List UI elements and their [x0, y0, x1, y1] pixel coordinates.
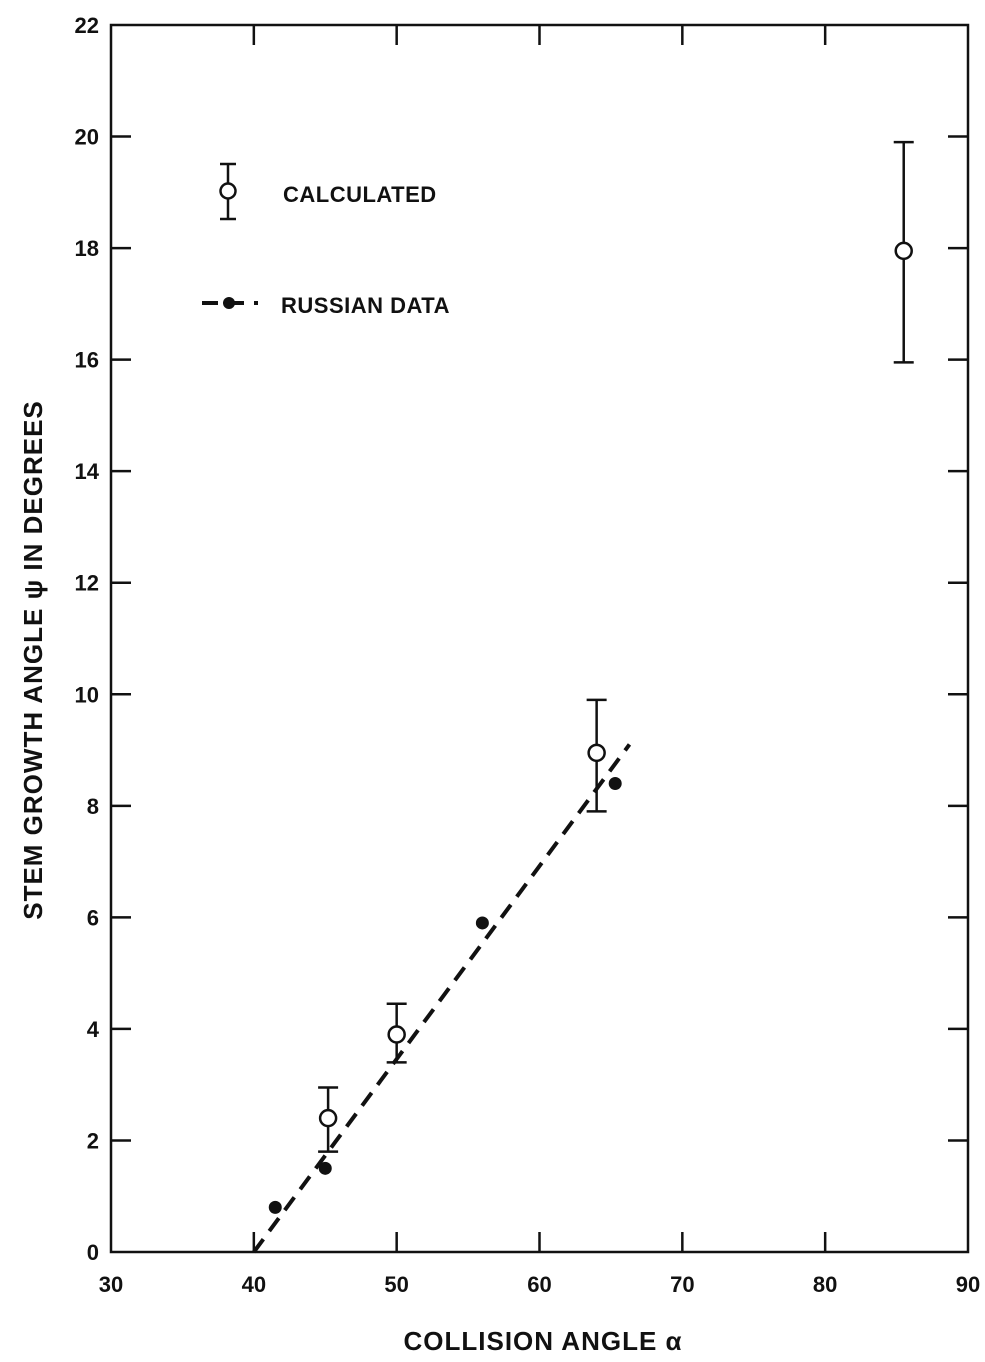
legend-russian-label: RUSSIAN DATA	[281, 293, 450, 318]
russian-data-point	[608, 777, 622, 791]
y-tick-label: 14	[75, 459, 100, 484]
x-tick-labels: 30 40 50 60 70 80 90	[99, 1272, 980, 1297]
x-tick-label: 70	[670, 1272, 694, 1297]
legend-filled-dot	[223, 297, 235, 309]
russian-data-point	[268, 1200, 282, 1214]
x-tick-label: 90	[956, 1272, 980, 1297]
y-axis-title: STEM GROWTH ANGLE ψ IN DEGREES	[18, 400, 48, 920]
y-tick-label: 18	[75, 236, 99, 261]
legend-calculated-label: CALCULATED	[283, 182, 437, 207]
x-tick-label: 60	[527, 1272, 551, 1297]
y-tick-label: 4	[87, 1017, 100, 1042]
x-axis-title: COLLISION ANGLE α	[403, 1326, 682, 1356]
x-tick-label: 40	[242, 1272, 266, 1297]
calculated-data-point	[318, 1108, 338, 1128]
y-tick-label: 20	[75, 125, 99, 150]
russian-data-point	[318, 1161, 332, 1175]
calculated-data-point	[387, 1025, 406, 1044]
plot-border	[109, 23, 970, 1254]
russian-data-point	[475, 916, 489, 930]
legend-calculated-marker	[219, 162, 237, 221]
calculated-data-point	[587, 743, 606, 763]
y-tick-label: 0	[87, 1240, 99, 1265]
x-tick-label: 30	[99, 1272, 123, 1297]
y-tick-label: 16	[75, 348, 99, 373]
y-tick-label: 2	[87, 1128, 99, 1153]
y-tick-label: 22	[75, 13, 99, 38]
y-tick-label: 8	[87, 794, 99, 819]
legend: CALCULATED RUSSIAN DATA	[202, 162, 450, 318]
x-tick-label: 80	[813, 1272, 837, 1297]
calculated-series	[318, 140, 914, 1153]
calculated-data-point	[894, 241, 913, 261]
axis-ticks	[111, 25, 968, 1252]
y-tick-labels: 0 2 4 6 8 10 12 14 16 18 20 22	[75, 13, 100, 1265]
plot-frame	[109, 23, 970, 1254]
y-tick-label: 6	[87, 905, 99, 930]
legend-russian-marker	[202, 297, 258, 309]
russian-fit-line	[252, 743, 632, 1254]
x-tick-label: 50	[384, 1272, 408, 1297]
russian-data-series	[252, 743, 632, 1254]
y-tick-label: 10	[75, 682, 99, 707]
y-tick-label: 12	[75, 571, 99, 596]
legend-open-circle	[219, 182, 237, 200]
